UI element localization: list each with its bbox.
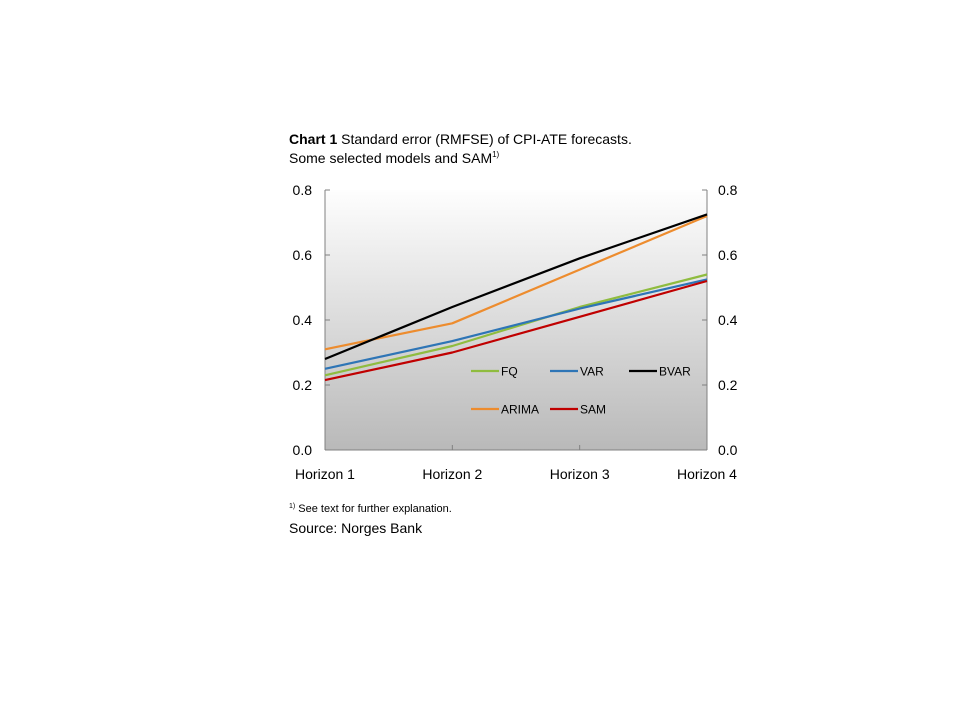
chart-title-text: Standard error (RMFSE) of CPI-ATE foreca… — [289, 131, 632, 166]
y-tick-label-left: 0.4 — [293, 312, 313, 328]
legend-label-bvar: BVAR — [659, 365, 691, 379]
chart-title-footnote-mark: 1) — [492, 150, 500, 159]
x-tick-label: Horizon 1 — [295, 466, 355, 482]
chart-title-number: Chart 1 — [289, 131, 338, 147]
y-tick-label-left: 0.6 — [293, 247, 313, 263]
y-tick-label-left: 0.8 — [293, 182, 313, 198]
y-tick-label-left: 0.2 — [293, 377, 313, 393]
x-tick-label: Horizon 3 — [550, 466, 610, 482]
y-tick-label-right: 0.2 — [718, 377, 738, 393]
series-line-fq — [324, 273, 708, 377]
footnote: 1) See text for further explanation. — [289, 503, 452, 515]
series-line-sam — [324, 279, 708, 382]
y-tick-label-right: 0.8 — [718, 182, 738, 198]
series-line-bvar — [324, 213, 708, 361]
y-tick-label-left: 0.0 — [293, 442, 313, 458]
legend-label-sam: SAM — [580, 403, 606, 417]
legend-label-arima: ARIMA — [501, 403, 539, 417]
chart-title: Chart 1 Standard error (RMFSE) of CPI-AT… — [289, 130, 649, 168]
legend-label-fq: FQ — [501, 365, 518, 379]
x-tick-label: Horizon 4 — [677, 466, 737, 482]
source-note: Source: Norges Bank — [289, 520, 423, 536]
series-line-arima — [324, 214, 708, 351]
legend-label-var: VAR — [580, 365, 604, 379]
series-line-var — [324, 278, 708, 370]
x-tick-label: Horizon 2 — [422, 466, 482, 482]
footnote-mark: 1) — [289, 503, 296, 510]
plot-area — [325, 190, 707, 450]
y-tick-label-right: 0.4 — [718, 312, 738, 328]
y-tick-label-right: 0.0 — [718, 442, 738, 458]
footnote-text: See text for further explanation. — [295, 503, 452, 515]
y-tick-label-right: 0.6 — [718, 247, 738, 263]
